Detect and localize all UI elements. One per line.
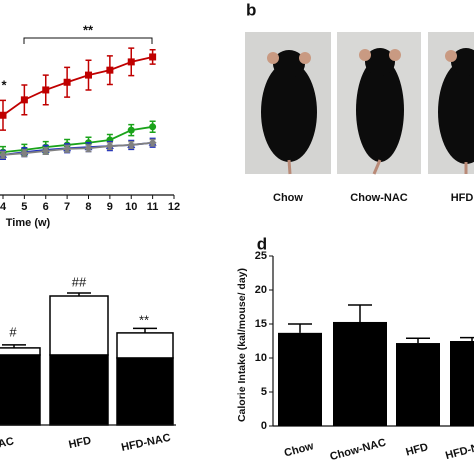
error-bar [460,336,474,341]
marker [20,96,28,104]
photo-caption: Chow-NAC [350,192,407,204]
error-bar [133,327,157,333]
bar-segment [116,332,174,359]
marker [63,144,72,153]
bar [450,341,474,426]
marker [106,66,114,74]
marker [42,86,50,94]
bar [396,343,440,426]
x-tick-label: HFD-NAC [120,432,172,454]
error-bar [67,292,91,296]
bar [278,332,322,426]
marker [127,58,135,66]
series-line [2,56,153,116]
error-bar [406,337,430,344]
y-tick-label: 5 [261,386,267,398]
marker [63,78,71,86]
annotation: # [9,324,17,339]
y-tick-label: 10 [255,352,267,364]
tail [287,159,468,175]
error-bar [2,344,26,348]
bar-segment [49,354,109,426]
x-tick-label: Chow [283,440,315,459]
x-tick-label: 8 [85,201,91,213]
y-tick-label: 20 [255,284,267,296]
y-tick-label: 15 [255,318,267,330]
annotation: ** [83,22,94,37]
marker [84,71,92,79]
series-line [2,125,153,153]
panel-label: b [246,0,256,19]
x-tick-label: AC [0,435,15,450]
photos [245,32,474,175]
marker [127,126,135,134]
x-tick-label: 7 [64,201,70,213]
marker [20,149,29,158]
x-tick-label: HFD-NAC [444,438,474,463]
bar-segment [0,347,41,356]
error-bar [288,323,312,333]
x-tick-label: 5 [21,201,27,213]
y-axis-title: Calorie Intake (kal/mouse/ day) [236,268,248,422]
panel-label: d [257,234,267,253]
x-tick-label: Chow-NAC [329,437,388,463]
annotation: ## [72,274,87,289]
error-bar [348,304,372,322]
y-tick-label: 25 [255,250,267,262]
x-tick-label: 6 [43,201,49,213]
x-tick-label: HFD [68,435,93,451]
marker [0,111,7,119]
ear [267,49,457,64]
marker [148,138,157,147]
marker [127,140,136,149]
bar-segment [116,357,174,426]
annotation: ** [139,312,149,327]
y-tick-label: 0 [261,420,267,432]
x-tick-label: 10 [125,201,137,213]
marker [149,53,157,61]
bar-segment [49,295,109,356]
x-tick-label: 9 [107,201,113,213]
annotation: * [1,77,7,92]
mouse [261,48,474,164]
marker [41,147,50,155]
x-tick-label: HFD [405,441,430,458]
marker [105,142,114,151]
marker [0,150,7,159]
x-tick-label: 4 [0,201,7,213]
significance-bracket [23,37,153,44]
bar-segment [0,354,41,426]
x-axis-title: Time (w) [6,217,51,229]
bar [333,321,387,426]
photo-caption: HFD [451,192,474,204]
photo-caption: Chow [273,192,303,204]
x-tick-label: 11 [147,201,159,213]
marker [84,144,93,153]
marker [149,123,157,131]
x-tick-label: 12 [168,201,180,213]
